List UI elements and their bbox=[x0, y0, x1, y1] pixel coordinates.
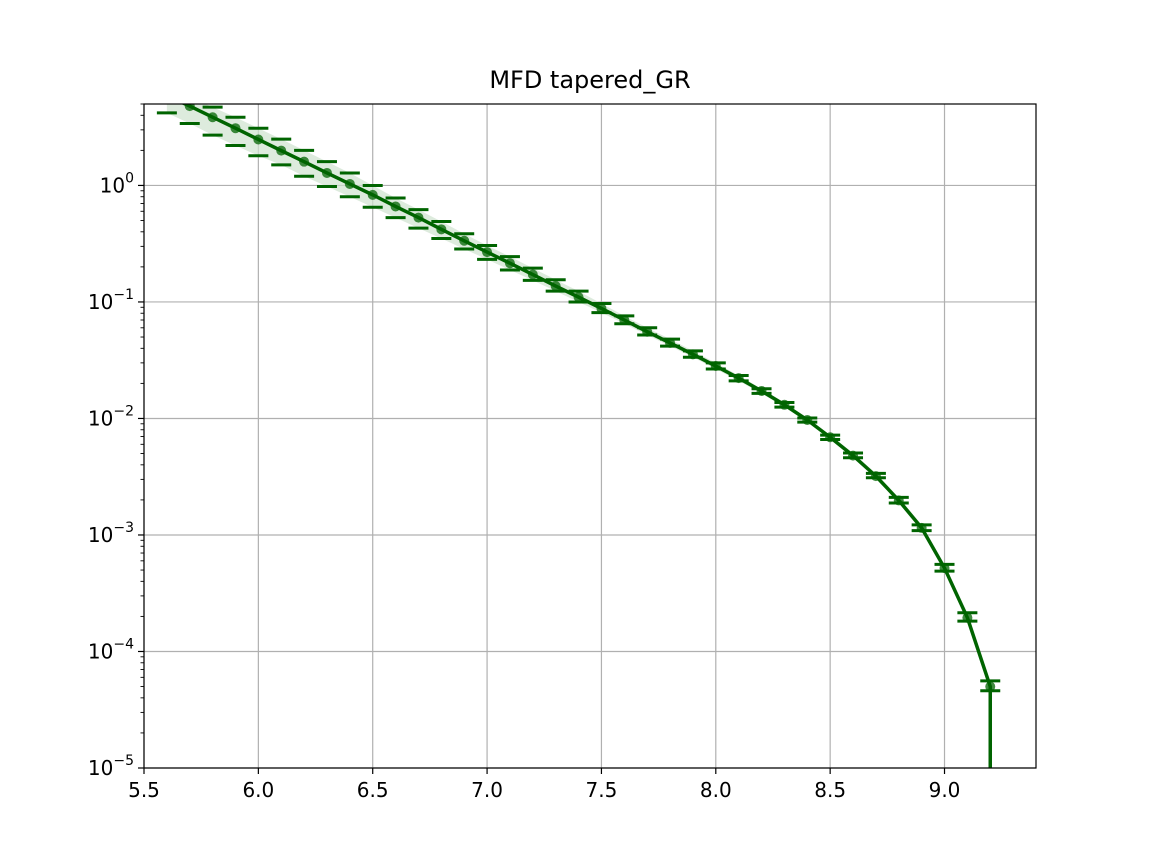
y-tick-label: 10−1 bbox=[88, 287, 134, 314]
data-point bbox=[962, 612, 973, 623]
y-tick-label: 10−4 bbox=[88, 636, 134, 663]
data-point bbox=[230, 123, 241, 134]
data-point bbox=[299, 156, 310, 167]
data-point bbox=[756, 386, 767, 397]
y-tick-label: 10−2 bbox=[88, 403, 134, 430]
data-point bbox=[893, 495, 904, 506]
data-point bbox=[459, 235, 470, 246]
x-tick-label: 8.5 bbox=[814, 778, 846, 802]
data-point bbox=[367, 189, 378, 200]
x-tick-label: 7.5 bbox=[586, 778, 618, 802]
y-tick-label: 10−5 bbox=[88, 753, 134, 780]
data-point bbox=[321, 167, 332, 178]
data-point bbox=[550, 281, 561, 292]
data-point bbox=[596, 303, 607, 314]
x-tick-label: 6.0 bbox=[242, 778, 274, 802]
data-point bbox=[413, 212, 424, 223]
data-point bbox=[916, 522, 927, 533]
y-tick-exponent: −1 bbox=[113, 287, 134, 303]
data-point bbox=[184, 104, 195, 112]
y-tick-base: 10 bbox=[88, 523, 113, 547]
y-tick-base: 10 bbox=[88, 290, 113, 314]
data-point bbox=[276, 145, 287, 156]
chart-title: MFD tapered_GR bbox=[489, 66, 690, 94]
data-point bbox=[687, 349, 698, 360]
y-tick-base: 10 bbox=[100, 173, 125, 197]
data-point bbox=[390, 201, 401, 212]
data-point bbox=[482, 247, 493, 258]
data-points bbox=[184, 104, 996, 692]
y-tick-exponent: 0 bbox=[125, 170, 134, 186]
x-tick-label: 6.5 bbox=[357, 778, 389, 802]
data-point bbox=[710, 361, 721, 372]
y-tick-label: 10−3 bbox=[88, 520, 134, 547]
x-tick-label: 8.0 bbox=[700, 778, 732, 802]
data-point bbox=[825, 432, 836, 443]
x-tick-label: 9.0 bbox=[929, 778, 961, 802]
data-point bbox=[527, 269, 538, 280]
y-tick-exponent: −2 bbox=[113, 403, 134, 419]
data-point bbox=[802, 415, 813, 426]
y-tick-base: 10 bbox=[88, 406, 113, 430]
x-tick-label: 5.5 bbox=[128, 778, 160, 802]
data-point bbox=[504, 258, 515, 269]
plot-frame bbox=[143, 103, 1037, 769]
data-point bbox=[779, 399, 790, 410]
x-axis: 5.5 6.0 6.5 7.0 7.5 8.0 8.5 9.0 bbox=[128, 768, 960, 802]
x-tick-label: 7.0 bbox=[471, 778, 503, 802]
y-tick-exponent: −4 bbox=[113, 636, 134, 652]
data-point bbox=[733, 373, 744, 384]
data-point bbox=[985, 681, 996, 692]
data-point bbox=[870, 471, 881, 482]
y-tick-exponent: −5 bbox=[113, 753, 134, 769]
y-tick-label: 100 bbox=[100, 170, 134, 197]
data-point bbox=[207, 112, 218, 123]
y-tick-exponent: −3 bbox=[113, 520, 134, 536]
data-point bbox=[344, 178, 355, 189]
y-tick-base: 10 bbox=[88, 639, 113, 663]
data-point bbox=[619, 314, 630, 325]
data-point bbox=[436, 224, 447, 235]
data-point bbox=[253, 134, 264, 145]
data-point bbox=[848, 450, 859, 461]
data-point bbox=[642, 326, 653, 337]
data-point bbox=[665, 337, 676, 348]
data-point bbox=[939, 563, 950, 574]
data-point bbox=[573, 292, 584, 303]
y-tick-base: 10 bbox=[88, 756, 113, 780]
